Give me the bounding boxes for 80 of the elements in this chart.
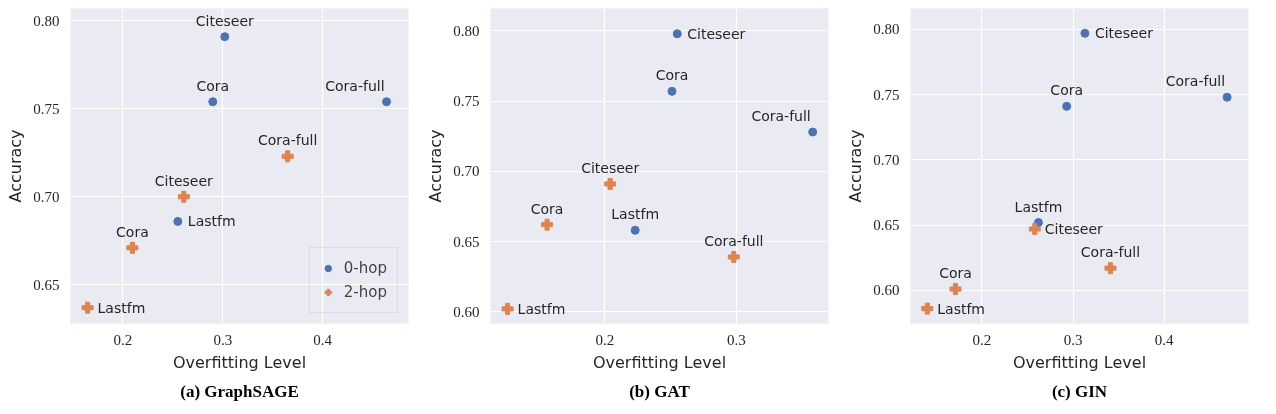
y-tick-label: 0.65 [873, 217, 900, 234]
point [1080, 28, 1090, 38]
y-tick-label: 0.65 [33, 276, 60, 293]
point [1104, 262, 1117, 275]
y-tick-label: 0.75 [873, 86, 900, 103]
annotation: Cora-full [325, 77, 385, 94]
annotation: Cora [939, 265, 972, 282]
x-tick-label: 0.3 [1063, 331, 1083, 348]
annotation: Cora [116, 223, 149, 240]
y-tick-label: 0.80 [453, 22, 480, 39]
point [382, 97, 392, 107]
x-tick-label: 0.3 [727, 331, 746, 348]
annotation: Cora-full [751, 108, 811, 125]
annotation: Citeseer [1044, 221, 1104, 238]
point [177, 190, 190, 203]
y-tick-label: 0.70 [453, 163, 480, 180]
annotation: Citeseer [154, 172, 214, 189]
y-axis-title: Accuracy [846, 129, 866, 203]
x-axis-title: Overfitting Level [1012, 352, 1147, 372]
annotation: Lastfm [97, 299, 146, 316]
annotation: Cora [655, 67, 689, 84]
point [1028, 223, 1041, 236]
y-axis-title: Accuracy [6, 129, 26, 203]
x-tick-label: 0.2 [972, 331, 992, 348]
annotation: Citeseer [1094, 25, 1154, 42]
annotation: Citeseer [687, 25, 746, 42]
x-tick-label: 0.4 [1154, 331, 1175, 348]
point [1062, 101, 1072, 111]
y-tick-label: 0.60 [873, 282, 900, 299]
annotation: Cora-full [1165, 73, 1226, 90]
x-axis-title: Overfitting Level [172, 352, 307, 372]
point [808, 127, 818, 137]
annotation: Citeseer [581, 159, 640, 176]
point [1222, 92, 1232, 102]
legend-label: 0-hop [343, 259, 387, 277]
annotation: Lastfm [517, 300, 566, 317]
point [630, 225, 640, 235]
x-axis-title: Overfitting Level [592, 352, 727, 372]
x-tick-label: 0.3 [213, 331, 233, 348]
y-tick-label: 0.70 [873, 151, 900, 168]
point [921, 302, 934, 315]
text: (c) GIN [1051, 381, 1108, 401]
x-tick-label: 0.2 [113, 331, 133, 348]
y-axis-title: Accuracy [426, 129, 446, 203]
x-tick-label: 0.2 [595, 331, 615, 348]
point [208, 97, 218, 107]
legend-label: 2-hop [343, 283, 387, 301]
annotation: Lastfm [187, 213, 236, 230]
point [173, 216, 183, 226]
point [727, 250, 740, 263]
point [949, 283, 962, 296]
point [501, 302, 514, 315]
y-tick-label: 0.75 [33, 100, 60, 117]
point [667, 86, 677, 96]
annotation: Cora [530, 200, 564, 217]
text: (b) GAT [629, 381, 691, 401]
y-tick-label: 0.80 [873, 21, 900, 38]
point [541, 218, 554, 231]
y-tick-label: 0.75 [453, 93, 480, 110]
annotation: Lastfm [611, 206, 660, 223]
y-tick-label: 0.70 [33, 188, 60, 205]
annotation: Lastfm [1014, 198, 1063, 215]
text: (a) GraphSAGE [180, 381, 299, 401]
point [672, 29, 682, 39]
point [604, 177, 617, 190]
annotation: Cora [1050, 82, 1084, 99]
annotation: Cora-full [1080, 244, 1141, 261]
y-tick-label: 0.80 [33, 12, 60, 29]
y-tick-label: 0.60 [453, 303, 480, 320]
point [126, 241, 139, 254]
annotation: Cora [196, 77, 230, 94]
y-tick-label: 0.65 [453, 233, 480, 250]
x-tick-label: 0.4 [313, 331, 333, 348]
annotation: Cora-full [258, 132, 318, 149]
annotation: Citeseer [195, 12, 255, 29]
annotation: Lastfm [937, 300, 985, 317]
point [281, 150, 294, 163]
point [81, 301, 94, 314]
annotation: Cora-full [704, 232, 764, 249]
point [220, 32, 230, 42]
